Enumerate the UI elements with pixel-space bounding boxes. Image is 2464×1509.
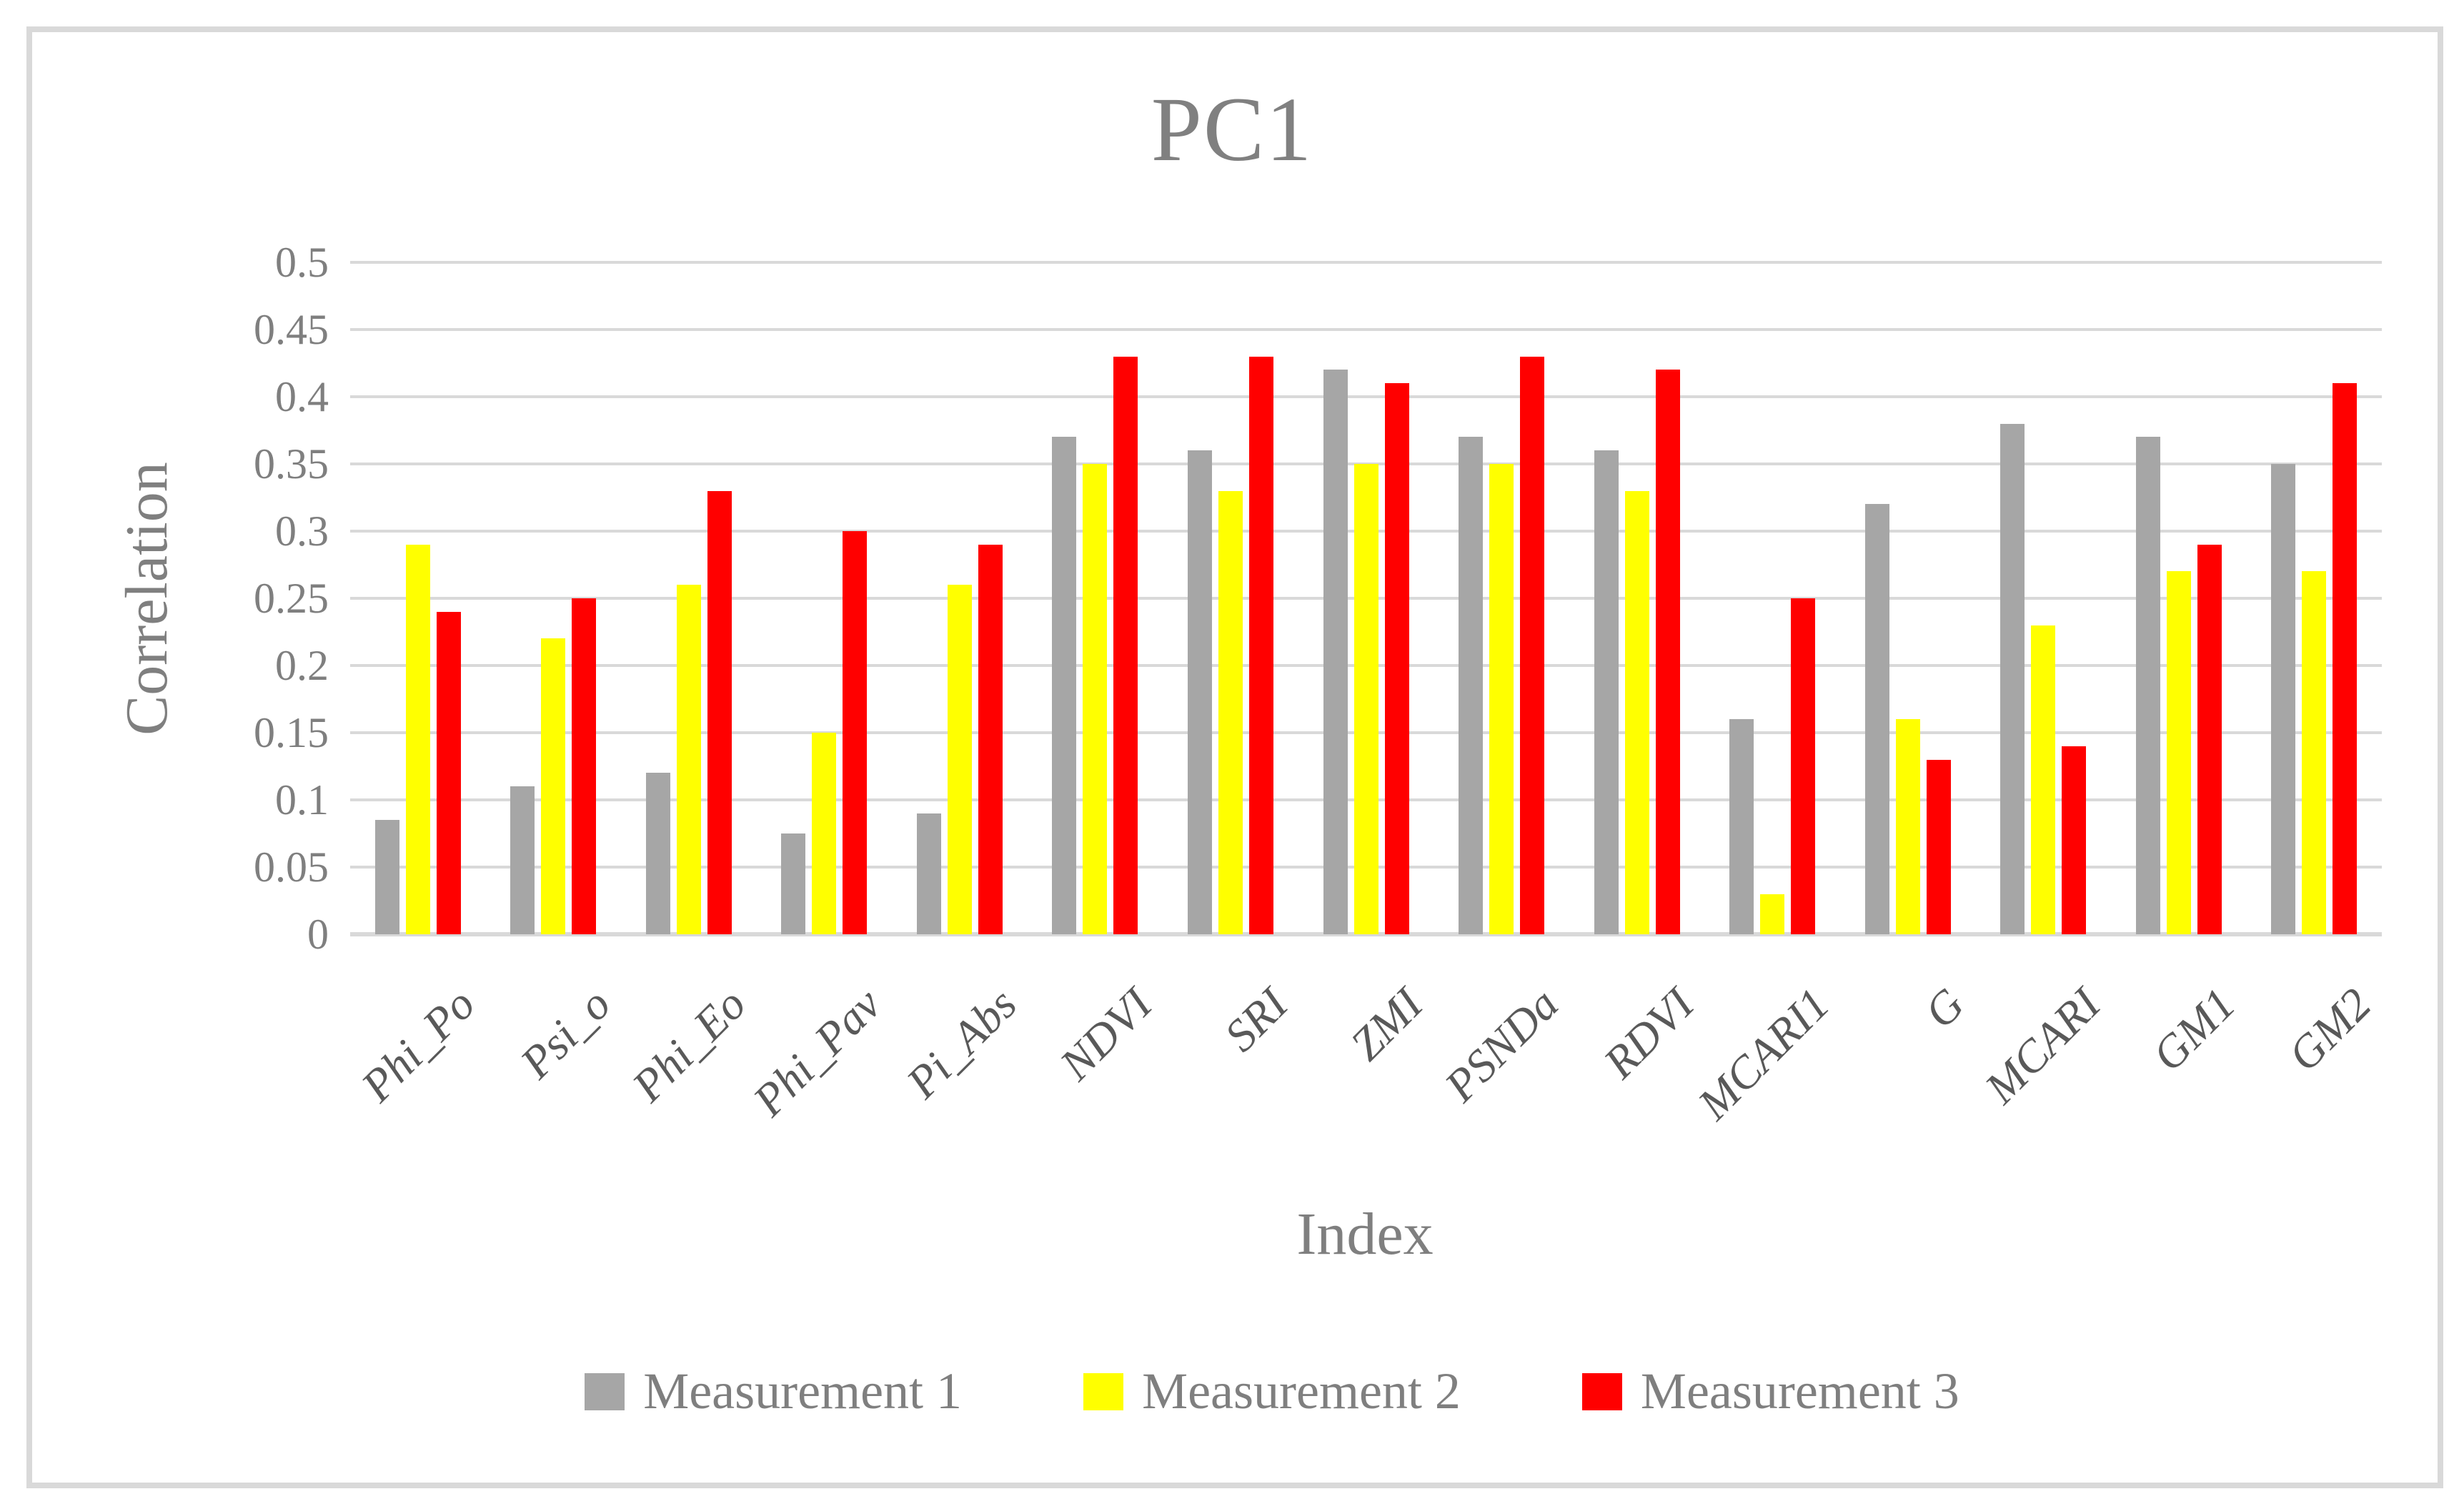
bar-measurement-3-gm2: [2333, 383, 2357, 934]
y-tick-label-0.25: 0.25: [254, 575, 329, 622]
bar-measurement-3-psnda: [1520, 357, 1544, 934]
gridline-0.45: [350, 328, 2382, 331]
bar-measurement-3-mcari1: [1791, 598, 1815, 934]
bar-measurement-3-phi_po: [437, 612, 461, 934]
bar-measurement-2-phi_po: [406, 545, 430, 934]
bar-measurement-3-pi_abs: [978, 545, 1003, 934]
y-tick-label-0.15: 0.15: [254, 709, 329, 756]
bar-measurement-1-ndvi: [1052, 437, 1076, 934]
bar-measurement-3-zmi: [1385, 383, 1409, 934]
bar-measurement-2-sri: [1218, 491, 1243, 934]
bar-measurement-2-ndvi: [1083, 464, 1107, 934]
bar-measurement-2-gm1: [2167, 571, 2191, 934]
gridline-0.4: [350, 395, 2382, 398]
legend-item-measurement-1: Measurement 1: [585, 1362, 962, 1421]
bar-measurement-1-phi_pav: [781, 833, 805, 934]
legend: Measurement 1 Measurement 2 Measurement …: [0, 1362, 2464, 1421]
legend-item-measurement-3: Measurement 3: [1581, 1362, 1959, 1421]
bar-measurement-1-pi_abs: [917, 813, 941, 934]
bar-measurement-2-phi_eo: [677, 585, 701, 934]
bar-measurement-1-psi_o: [510, 786, 535, 934]
bar-measurement-3-psi_o: [572, 598, 596, 934]
bar-measurement-2-mcari1: [1760, 894, 1784, 934]
x-axis-line: [350, 932, 2382, 936]
y-tick-label-0.2: 0.2: [275, 642, 329, 689]
bar-measurement-1-zmi: [1323, 370, 1348, 934]
bar-measurement-2-psi_o: [541, 638, 565, 934]
bar-measurement-2-phi_pav: [812, 733, 836, 934]
bar-measurement-1-mcari1: [1729, 719, 1754, 934]
bar-measurement-3-phi_eo: [707, 491, 732, 934]
y-tick-label-0.35: 0.35: [254, 440, 329, 488]
y-tick-label-0.05: 0.05: [254, 843, 329, 891]
y-tick-label-0.5: 0.5: [275, 239, 329, 286]
bar-measurement-2-mcari: [2031, 625, 2055, 934]
chart-title: PC1: [1151, 79, 1313, 180]
bar-measurement-1-phi_po: [375, 820, 399, 934]
legend-label-measurement-1: Measurement 1: [643, 1362, 963, 1420]
bar-measurement-1-g: [1865, 504, 1889, 934]
gridline-0.5: [350, 261, 2382, 264]
legend-swatch-measurement-1: [585, 1372, 625, 1410]
bar-measurement-1-gm2: [2271, 464, 2295, 934]
bar-measurement-2-gm2: [2302, 571, 2326, 934]
y-tick-label-0.4: 0.4: [275, 373, 329, 420]
bar-measurement-3-sri: [1249, 357, 1273, 934]
bar-measurement-2-zmi: [1354, 464, 1378, 934]
bar-measurement-1-rdvi: [1594, 450, 1619, 934]
y-tick-label-0.1: 0.1: [275, 776, 329, 823]
legend-item-measurement-2: Measurement 2: [1083, 1362, 1461, 1421]
x-axis-title: Index: [1296, 1201, 1434, 1267]
legend-label-measurement-3: Measurement 3: [1640, 1362, 1959, 1420]
bar-measurement-1-phi_eo: [646, 773, 670, 934]
y-tick-label-0: 0: [307, 911, 329, 958]
bar-measurement-3-rdvi: [1656, 370, 1680, 934]
bar-measurement-1-psnda: [1459, 437, 1483, 934]
bar-measurement-2-rdvi: [1625, 491, 1649, 934]
legend-swatch-measurement-3: [1581, 1372, 1622, 1410]
bar-measurement-1-gm1: [2136, 437, 2160, 934]
bar-measurement-3-phi_pav: [843, 531, 867, 934]
bar-measurement-1-mcari: [2000, 424, 2025, 934]
bar-measurement-3-g: [1927, 760, 1951, 934]
legend-label-measurement-2: Measurement 2: [1142, 1362, 1461, 1420]
bar-measurement-2-pi_abs: [948, 585, 972, 934]
y-tick-label-0.3: 0.3: [275, 508, 329, 555]
y-tick-label-0.45: 0.45: [254, 306, 329, 353]
bar-measurement-3-mcari: [2062, 746, 2086, 934]
bar-measurement-3-gm1: [2197, 545, 2222, 934]
legend-swatch-measurement-2: [1083, 1372, 1124, 1410]
bar-measurement-1-sri: [1188, 450, 1212, 934]
bar-measurement-2-psnda: [1489, 464, 1514, 934]
bar-measurement-2-g: [1896, 719, 1920, 934]
bar-measurement-3-ndvi: [1113, 357, 1138, 934]
